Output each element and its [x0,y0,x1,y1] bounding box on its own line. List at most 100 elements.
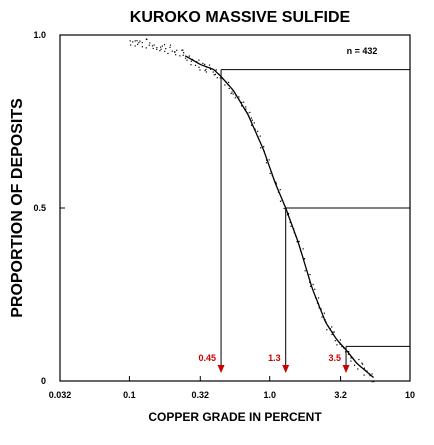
data-point [136,40,138,42]
data-point [164,50,166,53]
data-point [205,71,208,73]
data-point [198,59,200,61]
data-points [129,38,375,383]
data-point [314,288,316,290]
data-point [202,62,204,65]
data-point [130,44,132,46]
data-point [334,340,336,342]
percentile-markers: 0.45 1.3 3.5 [199,69,410,373]
chart-title: KUROKO MASSIVE SULFIDE [130,9,351,26]
data-point [353,364,356,366]
data-point [279,189,281,191]
data-point [210,68,212,70]
data-point [134,45,136,47]
x-tick-label: 0.032 [49,390,72,400]
data-point [243,101,245,103]
data-point [230,92,232,95]
data-point [232,93,234,95]
data-point [215,69,217,71]
data-point [184,57,187,59]
y-tick-label: 0 [41,376,46,386]
data-point [245,106,247,108]
data-point [363,374,365,376]
y-axis-label: PROPORTION OF DEPOSITS [9,98,26,318]
data-point [323,312,325,314]
data-point [347,353,350,355]
data-point [289,221,291,223]
data-point [331,333,333,336]
data-point [363,367,366,369]
data-point [160,46,162,48]
data-point [318,307,320,309]
data-point [249,111,251,114]
data-point [169,46,171,49]
data-point [357,368,359,370]
x-axis-label: COPPER GRADE IN PERCENT [148,410,322,424]
data-point [156,48,158,50]
data-point [175,54,177,56]
data-point [361,362,363,364]
data-point [199,69,201,71]
data-point [257,130,259,132]
x-tick-label: 3.2 [334,390,347,400]
data-point [165,48,167,50]
data-point [287,212,290,215]
data-point [341,346,343,348]
data-point [254,128,256,130]
data-point [188,55,190,57]
data-point [204,63,206,66]
data-point [179,55,181,57]
data-point [250,124,253,126]
data-point [333,331,335,333]
data-point [186,59,188,61]
data-point [160,48,162,50]
data-point [198,66,200,68]
data-point [371,373,373,375]
data-point [213,74,215,76]
data-point [290,225,292,227]
data-point [176,49,178,51]
data-point [159,50,161,52]
data-point [156,47,158,49]
data-point [250,117,253,119]
data-point [303,258,305,260]
data-point [366,370,368,372]
data-point [190,64,192,66]
data-point [358,358,360,361]
data-point [350,357,352,359]
data-point [145,47,147,49]
percentile-label: 3.5 [329,353,342,363]
data-point [214,73,216,76]
data-point [331,326,333,328]
data-point [182,54,184,56]
data-point [304,270,306,272]
data-point [228,87,230,90]
data-point [369,375,371,377]
data-point [275,183,278,185]
data-point [163,44,166,46]
data-point [326,329,328,331]
data-point [317,297,320,299]
data-point [238,96,240,98]
data-point [241,101,243,104]
data-point [224,84,226,86]
data-point [268,159,270,161]
data-point [194,64,197,66]
data-point [171,50,173,52]
data-point [141,41,143,44]
data-point [320,308,322,310]
data-point [205,68,207,70]
data-point [269,172,271,174]
x-tick-label: 0.1 [123,390,136,400]
data-point [253,122,255,124]
data-point [167,52,169,55]
data-point [169,44,172,46]
data-point [336,344,338,346]
data-point [146,38,148,41]
data-point [265,162,268,164]
data-point [219,77,221,79]
x-tick-label: 0.32 [192,390,210,400]
percentile-arrow [282,365,290,373]
data-point [212,71,214,73]
